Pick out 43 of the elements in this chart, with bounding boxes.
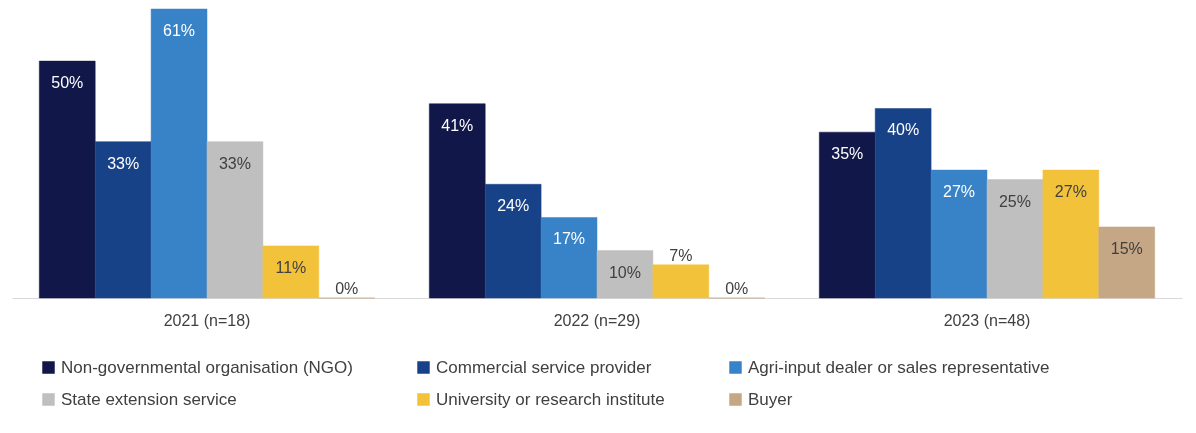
bar [39, 60, 96, 299]
x-tick-label: 2023 (n=48) [943, 311, 1031, 329]
data-label: 33% [107, 154, 140, 172]
legend-label: Agri-input dealer or sales representative [748, 357, 1050, 377]
data-label: 27% [1054, 183, 1087, 201]
bar [206, 141, 264, 299]
data-label: 15% [1110, 239, 1143, 257]
bar [540, 217, 598, 299]
data-label: 11% [275, 258, 307, 276]
legend-label: Buyer [748, 389, 793, 409]
bar [1042, 169, 1100, 299]
data-label: 27% [943, 183, 976, 201]
bar [819, 131, 876, 299]
bar [150, 8, 208, 299]
data-label: 40% [887, 121, 920, 139]
data-label: 7% [669, 246, 693, 264]
bar [484, 184, 542, 299]
bar [986, 179, 1044, 299]
data-label: 25% [998, 192, 1031, 210]
data-label: 17% [553, 230, 586, 248]
data-label: 24% [497, 197, 530, 215]
legend-label: Commercial service provider [436, 357, 652, 377]
bar [596, 250, 654, 299]
data-label: 35% [831, 145, 864, 163]
data-label: 0% [725, 280, 749, 297]
data-label: 0% [335, 280, 359, 297]
data-label: 61% [163, 22, 196, 39]
bar [874, 108, 932, 299]
x-tick-label: 2022 (n=29) [553, 311, 641, 329]
bar [262, 245, 320, 299]
data-label: 10% [608, 263, 641, 281]
x-tick-label: 2021 (n=18) [163, 311, 251, 329]
legend-label: University or research institute [436, 389, 665, 409]
bar [1098, 226, 1155, 299]
bar [429, 103, 486, 299]
bar [652, 264, 710, 299]
data-label: 50% [51, 74, 84, 92]
legend-label: Non-governmental organisation (NGO) [61, 357, 353, 377]
legend-label: State extension service [61, 389, 237, 409]
data-label: 41% [441, 116, 474, 134]
data-label: 33% [218, 154, 251, 172]
bar [930, 169, 988, 299]
bar [94, 141, 152, 299]
